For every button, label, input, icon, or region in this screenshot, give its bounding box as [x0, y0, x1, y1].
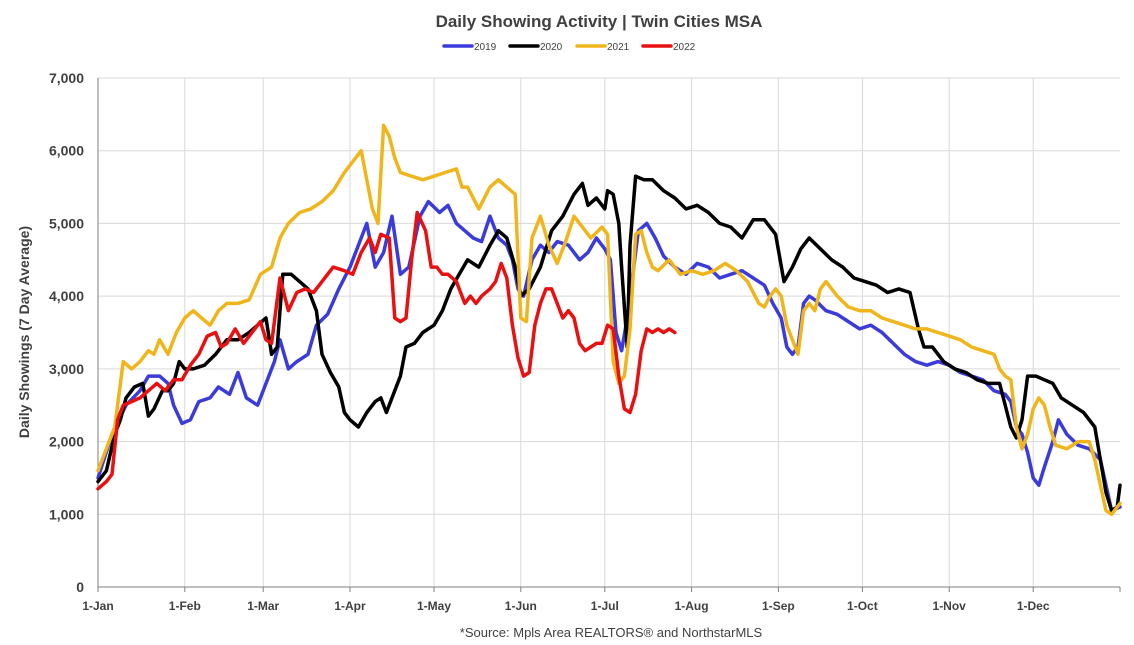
x-tick-label: 1-Apr	[334, 599, 366, 613]
chart-title: Daily Showing Activity | Twin Cities MSA	[436, 12, 763, 31]
y-tick-label: 7,000	[49, 70, 84, 86]
y-tick-label: 4,000	[49, 288, 84, 304]
y-tick-label: 2,000	[49, 434, 84, 450]
x-tick-label: 1-Mar	[247, 599, 279, 613]
series-lines	[96, 123, 1122, 517]
y-tick-label: 6,000	[49, 143, 84, 159]
y-tick-label: 3,000	[49, 361, 84, 377]
y-axis-ticks: 0 1,000 2,000 3,000 4,000 5,000 6,000 7,000	[49, 70, 84, 595]
source-note: *Source: Mpls Area REALTORS® and Northst…	[460, 625, 763, 640]
x-tick-label: 1-Jan	[82, 599, 113, 613]
legend-label-2019: 2019	[474, 42, 497, 53]
legend: 2019 2020 2021 2022	[442, 42, 696, 53]
x-tick-label: 1-Dec	[1017, 599, 1050, 613]
x-tick-label: 1-Oct	[847, 599, 878, 613]
legend-label-2020: 2020	[540, 42, 563, 53]
x-tick-label: 1-Feb	[169, 599, 201, 613]
series-line-2022	[96, 210, 677, 491]
x-axis-ticks: 1-Jan 1-Feb 1-Mar 1-Apr 1-May 1-Jun 1-Jul 1-Aug…	[82, 78, 1121, 613]
x-tick-label: 1-Jun	[505, 599, 537, 613]
x-tick-label: 1-Jul	[591, 599, 619, 613]
y-axis-label: Daily Showings (7 Day Average)	[16, 226, 32, 438]
series-line-2021	[96, 123, 1122, 517]
y-tick-label: 1,000	[49, 506, 84, 522]
x-tick-label: 1-Aug	[675, 599, 709, 613]
x-tick-label: 1-Nov	[933, 599, 967, 613]
legend-label-2022: 2022	[673, 42, 696, 53]
x-tick-label: 1-May	[417, 599, 451, 613]
y-tick-label: 5,000	[49, 215, 84, 231]
legend-label-2021: 2021	[607, 42, 630, 53]
y-tick-label: 0	[76, 579, 84, 595]
x-tick-label: 1-Sep	[762, 599, 795, 613]
